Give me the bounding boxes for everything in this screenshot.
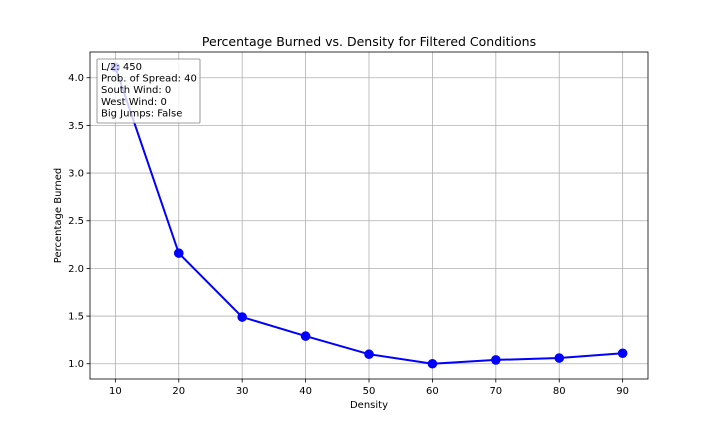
x-axis-label: Density — [350, 400, 388, 411]
data-point — [300, 331, 311, 341]
y-tick-label: 2.0 — [68, 264, 84, 275]
data-point — [554, 353, 565, 363]
x-tick-label: 10 — [109, 386, 122, 397]
annotation-line: Big Jumps: False — [101, 108, 182, 119]
x-tick-label: 90 — [616, 386, 629, 397]
annotation-line: South Wind: 0 — [101, 85, 171, 96]
data-point — [491, 355, 501, 365]
annotation-frame — [96, 58, 201, 124]
y-tick-label: 2.5 — [68, 216, 84, 227]
y-tick-label: 3.0 — [68, 169, 84, 180]
data-point — [237, 312, 247, 322]
annotation-box: L/2: 450 Prob. of Spread: 40 South Wind:… — [96, 58, 201, 124]
annotation-line: L/2: 450 — [101, 62, 142, 73]
x-tick-label: 70 — [489, 386, 502, 397]
x-tick-label: 20 — [172, 386, 185, 397]
y-tick-label: 4.0 — [68, 73, 84, 84]
axis-ticks: 10 20 30 40 50 60 70 80 90 1.0 1.5 2.0 2.5 3.0 3.5 4.0 — [68, 73, 629, 397]
data-point — [617, 348, 628, 359]
data-point — [427, 358, 438, 369]
x-tick-label: 50 — [363, 386, 376, 397]
data-point — [364, 349, 374, 360]
data-point — [173, 248, 184, 258]
x-tick-label: 60 — [426, 386, 439, 397]
x-tick-label: 30 — [236, 386, 249, 397]
annotation-line: West Wind: 0 — [101, 97, 167, 108]
chart-title: Percentage Burned vs. Density for Filter… — [202, 34, 536, 49]
annotation-line: Prob. of Spread: 40 — [101, 74, 197, 85]
grid-lines — [90, 52, 648, 379]
y-tick-label: 1.0 — [68, 359, 84, 370]
y-tick-label: 3.5 — [68, 121, 84, 132]
y-axis-label: Percentage Burned — [53, 168, 64, 263]
x-tick-label: 40 — [299, 386, 312, 397]
x-tick-label: 80 — [553, 386, 566, 397]
y-tick-label: 1.5 — [68, 312, 84, 323]
